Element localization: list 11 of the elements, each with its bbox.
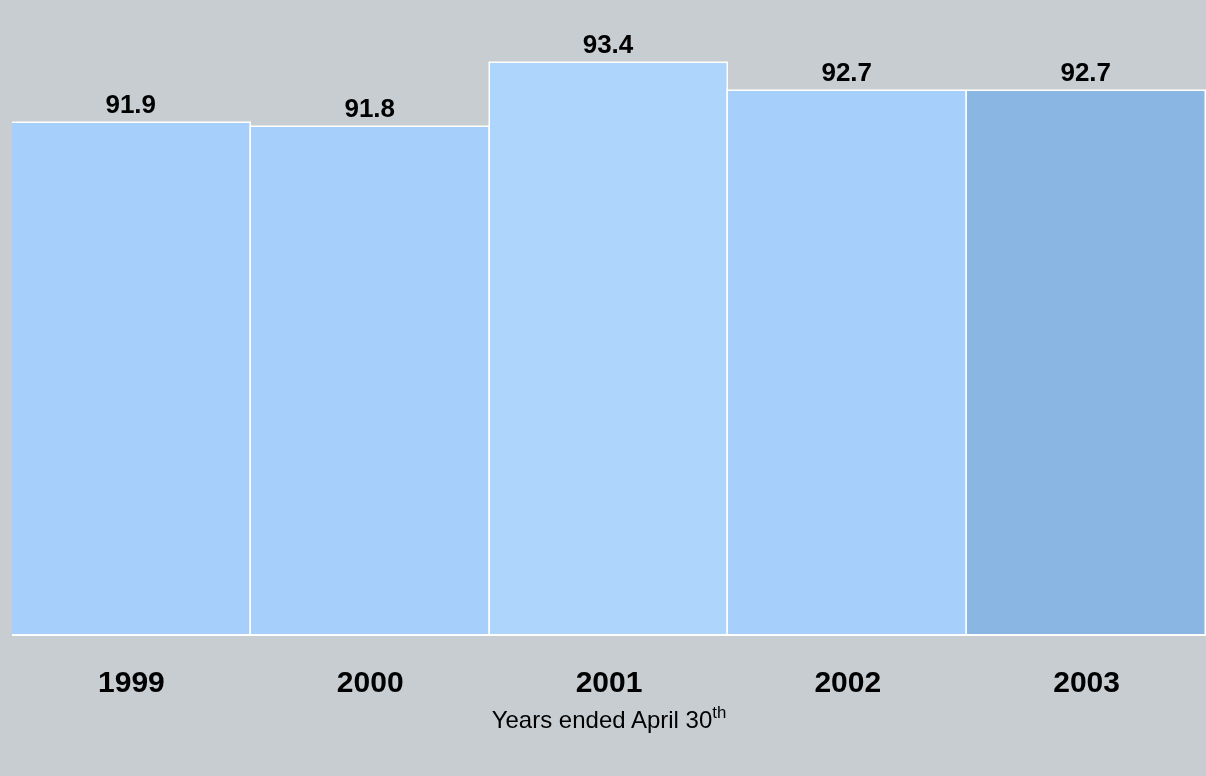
x-tick-label: 2001 xyxy=(575,665,643,698)
data-label: 92.7 xyxy=(1060,57,1112,88)
data-label: 93.4 xyxy=(582,29,634,60)
data-label: 91.9 xyxy=(105,89,157,120)
x-axis-title: Years ended April 30$^{th}$ xyxy=(491,702,727,733)
x-tick-label: 2000 xyxy=(336,665,404,698)
x-tick-label: 1999 xyxy=(98,665,165,698)
data-label: 91.8 xyxy=(344,93,396,124)
data-label: 92.7 xyxy=(821,57,873,88)
x-tick-label: 2002 xyxy=(814,665,882,698)
x-tick-label: 2003 xyxy=(1053,665,1120,698)
